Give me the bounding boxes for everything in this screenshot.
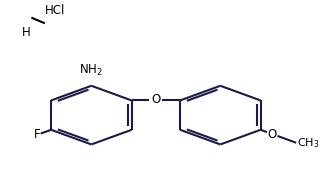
Text: O: O [151,93,160,106]
Text: O: O [268,128,277,141]
Text: H: H [22,26,31,39]
Text: F: F [33,129,40,142]
Text: CH$_3$: CH$_3$ [298,136,320,150]
Text: HCl: HCl [45,4,65,17]
Text: NH$_2$: NH$_2$ [80,63,103,78]
